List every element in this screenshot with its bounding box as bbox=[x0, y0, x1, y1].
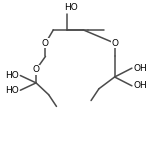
Text: HO: HO bbox=[5, 71, 19, 80]
Text: O: O bbox=[33, 65, 40, 74]
Text: O: O bbox=[42, 39, 49, 48]
Text: O: O bbox=[111, 39, 118, 48]
Text: OH: OH bbox=[133, 81, 147, 90]
Text: OH: OH bbox=[133, 64, 147, 73]
Text: HO: HO bbox=[64, 3, 77, 12]
Text: HO: HO bbox=[5, 86, 19, 95]
